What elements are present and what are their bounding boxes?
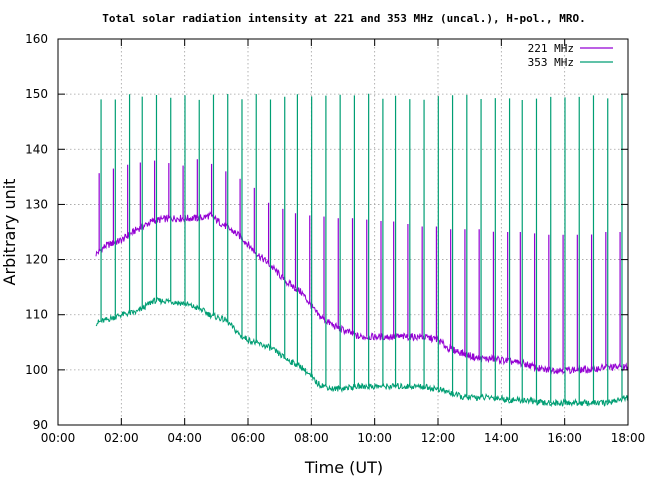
x-tick-label: 16:00 <box>547 431 582 445</box>
x-tick-label: 10:00 <box>357 431 392 445</box>
axis-ticks <box>57 38 629 426</box>
grid <box>58 39 628 425</box>
y-tick-label: 90 <box>33 418 48 432</box>
x-tick-label: 18:00 <box>611 431 646 445</box>
legend-entry-221: 221 MHz <box>528 42 613 55</box>
legend-label-353: 353 MHz <box>528 56 574 69</box>
y-tick-label: 160 <box>25 32 48 46</box>
y-tick-label: 130 <box>25 197 48 211</box>
x-tick-label: 12:00 <box>421 431 456 445</box>
series-line-353 <box>95 297 629 408</box>
y-tick-label: 150 <box>25 87 48 101</box>
x-tick-label: 04:00 <box>167 431 202 445</box>
chart-title: Total solar radiation intensity at 221 a… <box>102 12 585 25</box>
legend-label-221: 221 MHz <box>528 42 574 55</box>
y-tick-label: 120 <box>25 253 48 267</box>
x-tick-label: 08:00 <box>294 431 329 445</box>
y-axis-label: Arbitrary unit <box>0 179 19 286</box>
x-axis-label: Time (UT) <box>304 458 383 477</box>
y-tick-label: 140 <box>25 142 48 156</box>
series-line-221 <box>95 211 629 375</box>
plot-frame <box>57 38 629 426</box>
plot-series <box>95 93 629 408</box>
axis-tick-labels: 00:00 02:00 04:00 06:00 08:00 10:00 12:00 14:00… <box>25 32 645 445</box>
x-tick-label: 02:00 <box>104 431 139 445</box>
x-tick-label: 14:00 <box>484 431 519 445</box>
y-tick-label: 110 <box>25 308 48 322</box>
legend-entry-353: 353 MHz <box>528 56 613 69</box>
y-tick-label: 100 <box>25 363 48 377</box>
legend: 221 MHz 353 MHz <box>528 42 613 69</box>
x-tick-label: 00:00 <box>41 431 76 445</box>
x-tick-label: 06:00 <box>231 431 266 445</box>
